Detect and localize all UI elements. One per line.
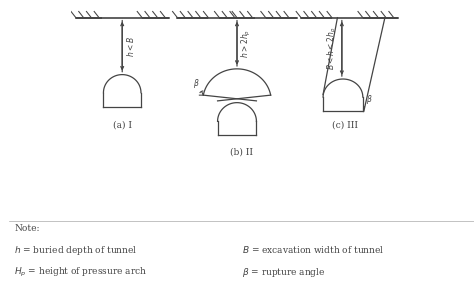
Text: $\beta$: $\beta$ xyxy=(193,77,200,90)
Text: $B < h < 2h_p$: $B < h < 2h_p$ xyxy=(326,27,338,70)
Text: (a) I: (a) I xyxy=(113,120,132,129)
Text: (b) II: (b) II xyxy=(230,148,253,157)
Text: $H_p$ = height of pressure arch: $H_p$ = height of pressure arch xyxy=(14,265,147,279)
Text: $B$ = excavation width of tunnel: $B$ = excavation width of tunnel xyxy=(242,245,384,255)
Text: (c) III: (c) III xyxy=(332,120,358,129)
Text: $h > 2h_p$: $h > 2h_p$ xyxy=(240,29,253,58)
Text: $\beta$: $\beta$ xyxy=(365,93,372,106)
Text: $\beta$ = rupture angle: $\beta$ = rupture angle xyxy=(242,265,325,278)
Text: $h < B$: $h < B$ xyxy=(125,36,136,57)
Text: $h$ = buried depth of tunnel: $h$ = buried depth of tunnel xyxy=(14,245,137,258)
Text: Note:: Note: xyxy=(14,224,40,233)
